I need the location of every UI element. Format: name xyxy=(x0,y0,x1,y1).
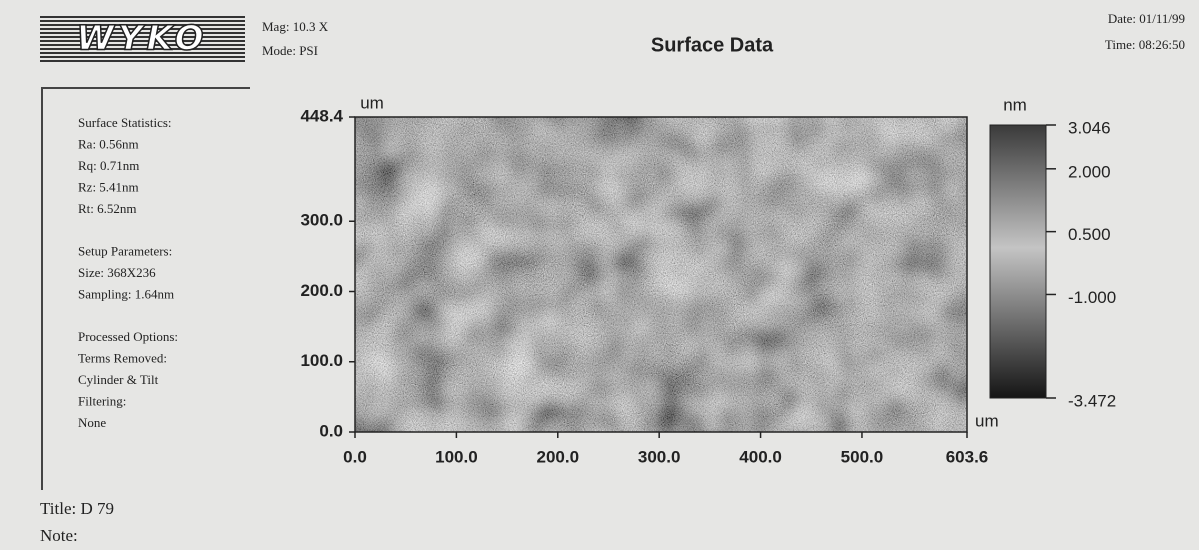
x-unit: um xyxy=(975,411,999,430)
stat-line: Sampling: 1.64nm xyxy=(78,286,174,301)
section-heading: Setup Parameters: xyxy=(78,243,172,258)
x-tick-label: 200.0 xyxy=(537,447,580,466)
x-tick-label: 100.0 xyxy=(435,447,478,466)
stat-line: Cylinder & Tilt xyxy=(78,372,159,387)
stat-line: Rt: 6.52nm xyxy=(78,201,137,216)
y-tick-label: 0.0 xyxy=(319,421,343,440)
logo: WYKO xyxy=(76,19,207,59)
x-tick-label: 300.0 xyxy=(638,447,681,466)
colorbar-tick-label: 0.500 xyxy=(1068,225,1111,244)
colorbar-tick-label: -3.472 xyxy=(1068,391,1116,410)
stat-line: Rq: 0.71nm xyxy=(78,158,139,173)
surface-map xyxy=(355,117,967,432)
title: Surface Data xyxy=(651,34,774,56)
mode: Mode: PSI xyxy=(262,43,318,58)
date: Date: 01/11/99 xyxy=(1108,11,1185,26)
y-unit: um xyxy=(360,93,384,112)
x-tick-label: 400.0 xyxy=(739,447,782,466)
colorbar-tick-label: 3.046 xyxy=(1068,118,1111,137)
colorbar-tick-label: -1.000 xyxy=(1068,288,1116,307)
footer-title: Title: D 79 xyxy=(40,499,114,518)
section-heading: Surface Statistics: xyxy=(78,115,172,130)
colorbar-tick-label: 2.000 xyxy=(1068,162,1111,181)
x-tick-label: 0.0 xyxy=(343,447,367,466)
stat-line: Size: 368X236 xyxy=(78,265,156,280)
colorbar-unit: nm xyxy=(1003,95,1027,114)
time: Time: 08:26:50 xyxy=(1105,37,1185,52)
mag: Mag: 10.3 X xyxy=(262,19,329,34)
stat-line: Filtering: xyxy=(78,393,126,408)
x-tick-label: 603.6 xyxy=(946,447,989,466)
stat-line: Terms Removed: xyxy=(78,350,167,365)
stat-line: None xyxy=(78,415,106,430)
colorbar xyxy=(989,124,1047,399)
stat-line: Rz: 5.41nm xyxy=(78,179,139,194)
footer-note: Note: xyxy=(40,526,78,545)
plot-frame xyxy=(354,116,968,433)
stat-line: Ra: 0.56nm xyxy=(78,136,139,151)
y-tick-label: 448.4 xyxy=(300,106,343,125)
y-tick-label: 300.0 xyxy=(300,211,343,230)
logo-box xyxy=(40,16,245,62)
y-tick-label: 100.0 xyxy=(300,351,343,370)
x-tick-label: 500.0 xyxy=(841,447,884,466)
y-tick-label: 200.0 xyxy=(300,281,343,300)
section-heading: Processed Options: xyxy=(78,329,178,344)
sidebar-border xyxy=(41,87,250,490)
